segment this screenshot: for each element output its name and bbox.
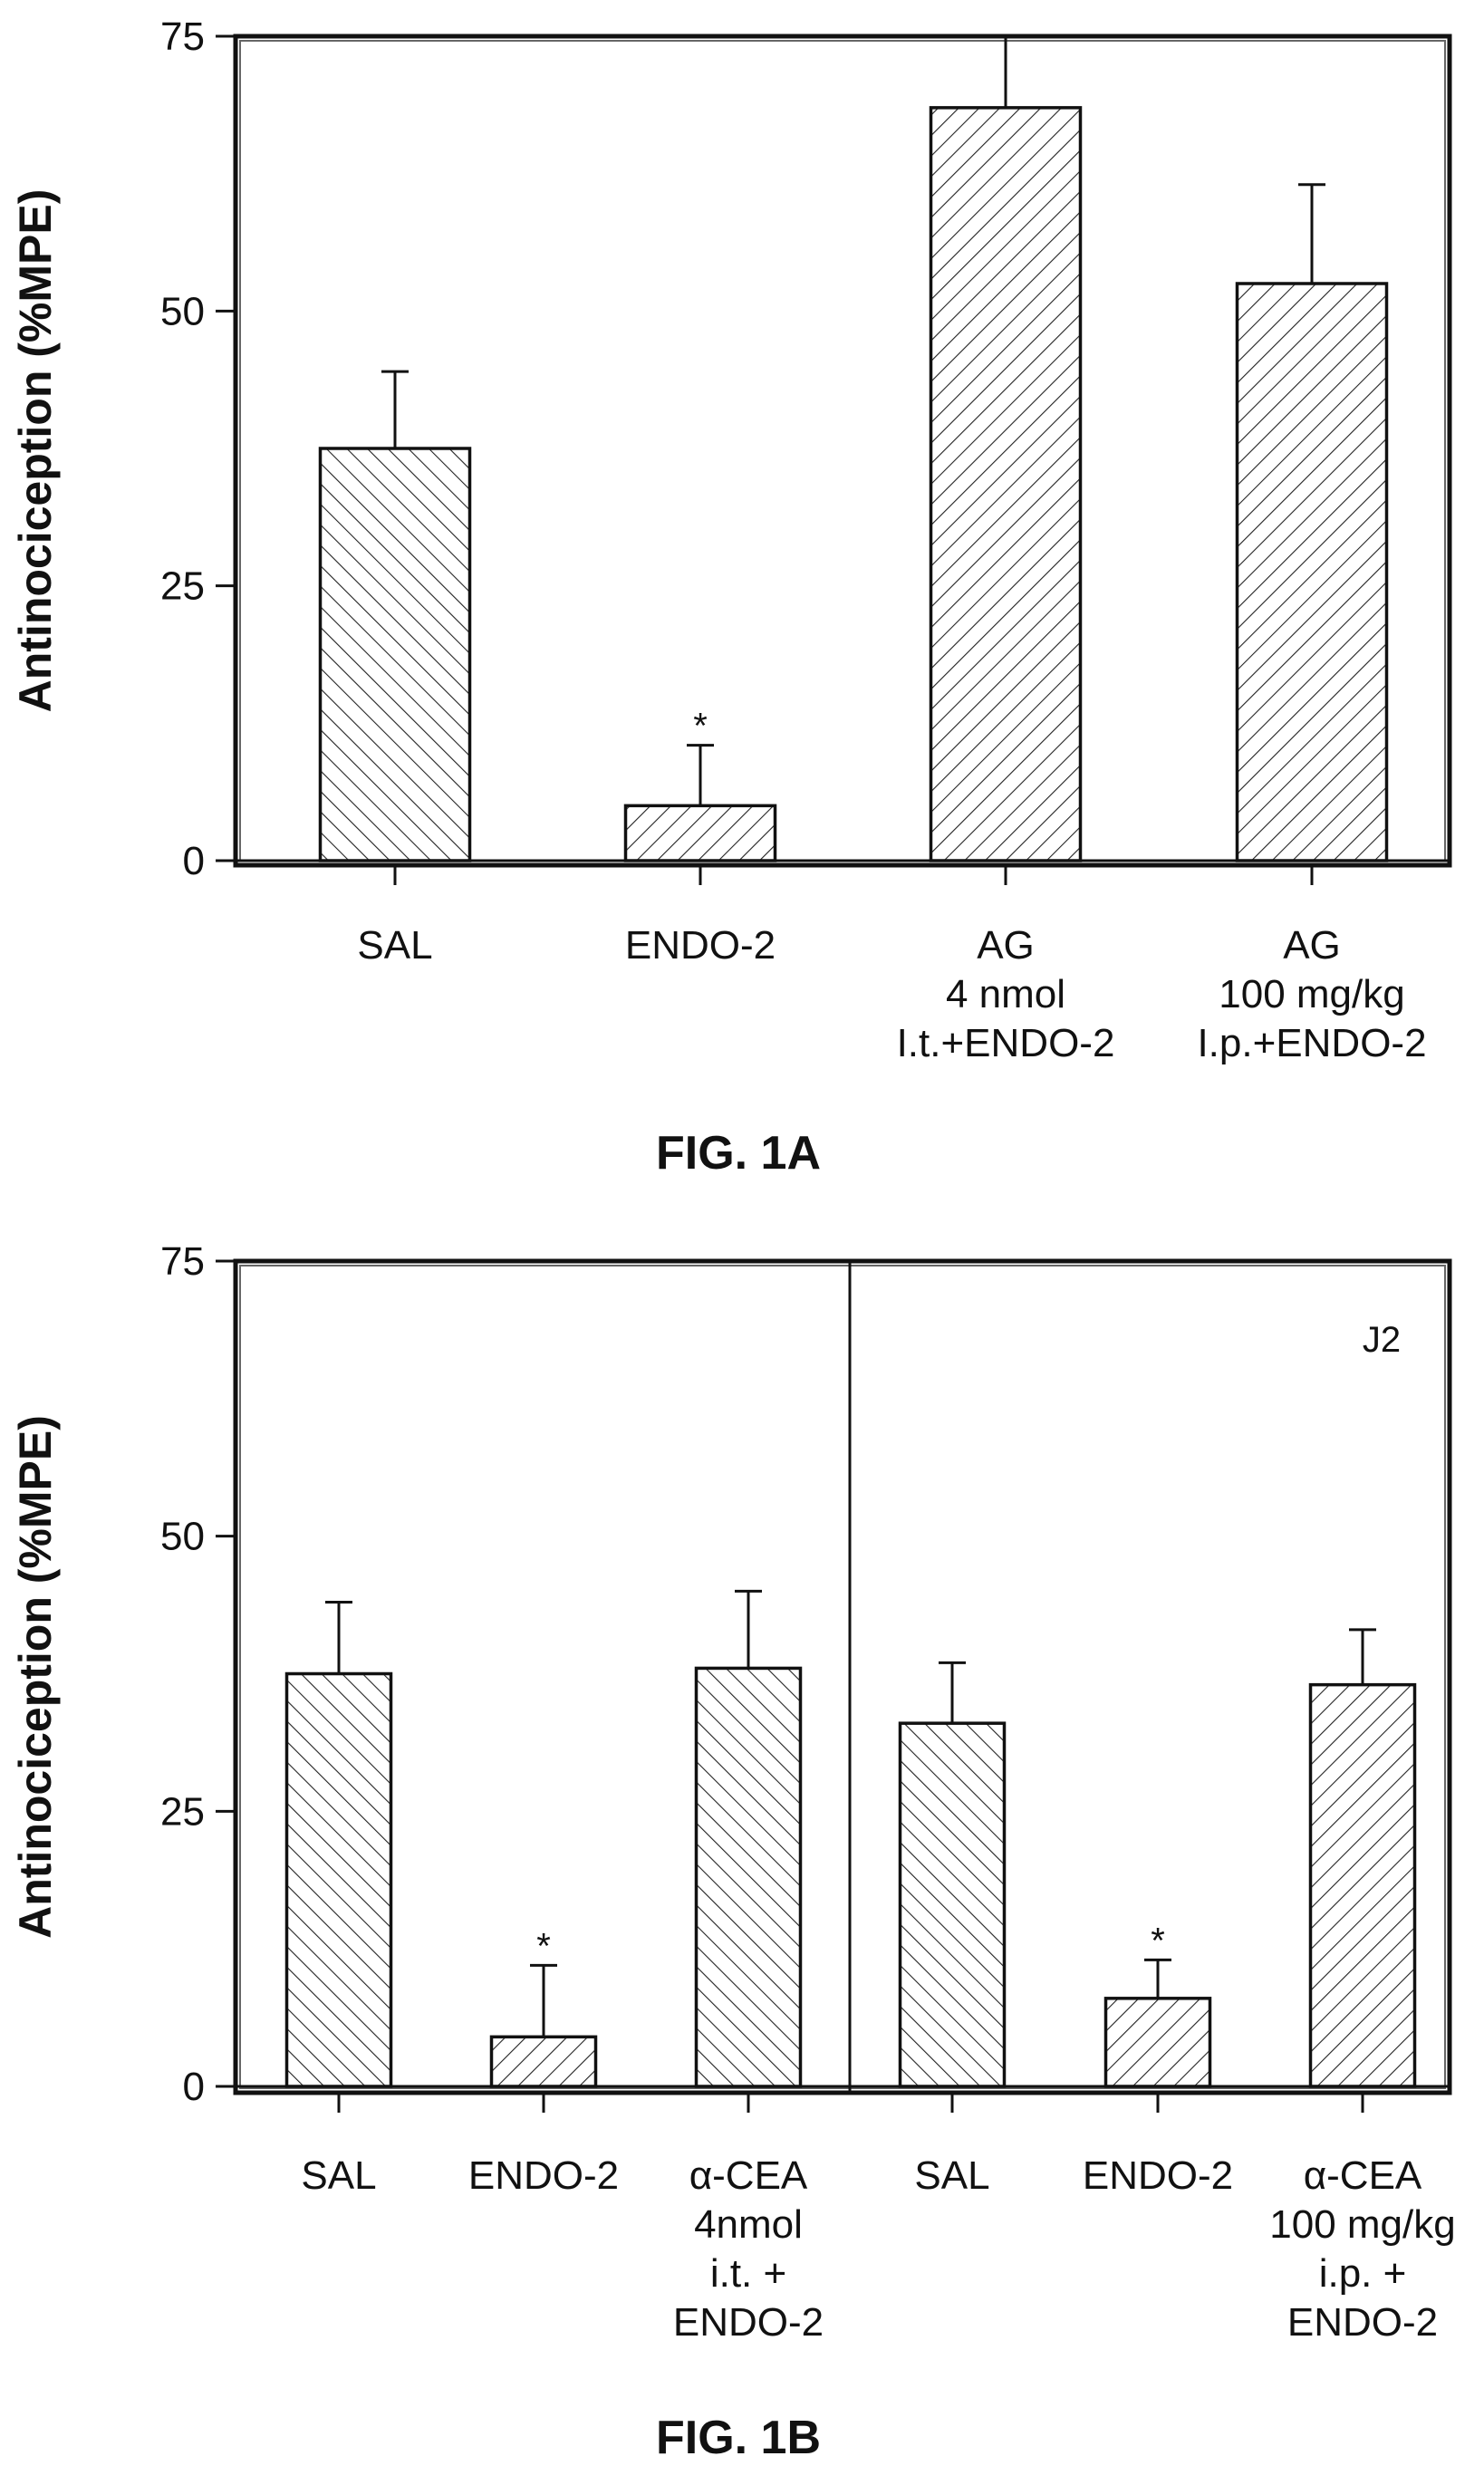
y-tick-label: 75 [160,1239,205,1284]
category-label: 100 mg/kg [1219,972,1404,1016]
bar [694,1666,803,2088]
bar [318,447,472,862]
bar [898,1721,1007,2088]
figure-title: FIG. 1A [656,1127,821,1180]
category-label: 4 nmol [946,972,1065,1016]
category-label: ENDO-2 [1083,2153,1233,2198]
bar [284,1671,393,2088]
category-label: ENDO-2 [625,923,776,968]
category-label: SAL [357,923,432,968]
category-label: AG [1283,923,1341,968]
category-label: I.t.+ENDO-2 [897,1021,1115,1065]
y-tick-label: 50 [160,289,205,333]
plot-frame-inner [239,1265,1446,2089]
y-axis-title: Antinociception (%MPE) [10,1415,61,1939]
category-label: i.t. + [710,2251,786,2296]
chart-fig-1b: 0 25 50 75 Antinociception (%MPE) SAL * ENDO-2 α… [10,1239,1456,2464]
category-label: ENDO-2 [1287,2300,1438,2345]
category-label: AG [977,923,1035,968]
bar [623,804,777,862]
y-tick-label: 0 [183,2065,205,2109]
bar [929,106,1083,862]
plot-frame [233,1258,1452,2095]
category-label: SAL [301,2153,376,2198]
category-label: 4nmol [694,2202,803,2247]
figure-title: FIG. 1B [656,2412,821,2464]
significance-marker: * [693,707,708,746]
y-tick-label: 50 [160,1515,205,1559]
y-tick-label: 25 [160,1789,205,1834]
bar [1103,1997,1212,2088]
category-label: 100 mg/kg [1269,2202,1455,2247]
significance-marker: * [536,1926,551,1966]
bar [1235,282,1389,862]
category-label: α-CEA [1304,2153,1422,2198]
plot-frame [233,34,1452,868]
y-tick-label: 0 [183,839,205,883]
y-tick-label: 25 [160,564,205,609]
category-label: SAL [914,2153,989,2198]
category-label: α-CEA [689,2153,808,2198]
y-axis-title: Antinociception (%MPE) [10,189,61,713]
panel-annotation: J2 [1363,1320,1401,1360]
bar [489,2035,598,2088]
category-label: ENDO-2 [673,2300,824,2345]
category-label: I.p.+ENDO-2 [1197,1021,1426,1065]
bar [1308,1682,1417,2088]
y-tick-label: 75 [160,14,205,59]
category-label: i.p. + [1319,2251,1407,2296]
chart-fig-1a: 0 25 50 75 Antinociception (%MPE) SAL * ENDO-2 A… [10,14,1452,1180]
significance-marker: * [1151,1921,1165,1960]
category-label: ENDO-2 [468,2153,619,2198]
